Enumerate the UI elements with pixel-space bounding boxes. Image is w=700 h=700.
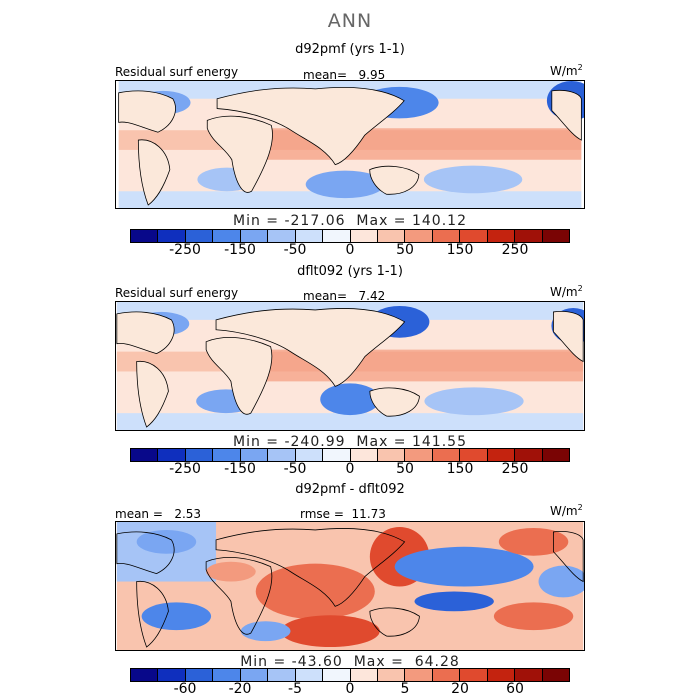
colorbar-swatch [185,230,214,242]
panel-2-min-max: Min = -240.99 Max = 141.55 [233,434,467,450]
colorbar-swatch [515,449,543,461]
colorbar-swatch [405,669,433,681]
panel-3-map-svg [116,522,584,650]
panel-2-tick-label: 50 [396,461,414,477]
panel-1-colorbar [130,229,570,243]
panel-2-tick-label: 150 [446,461,474,477]
colorbar-swatch [432,669,461,681]
panel-3-tick-label: 0 [345,681,355,697]
colorbar-swatch [268,449,296,461]
panel-3-title: d92pmf - dflt092 [295,482,405,497]
colorbar-swatch [405,449,433,461]
panel-2-map [115,301,585,431]
colorbar-swatch [131,669,159,681]
colorbar-swatch [542,669,569,681]
panel-3-tick-label: -5 [288,681,302,697]
panel-1-units: W/m2 [550,63,583,78]
panel-1-mean: mean= 9.95 [303,68,386,82]
colorbar-swatch [460,669,488,681]
colorbar-swatch [377,669,406,681]
colorbar-swatch [295,669,324,681]
panel-2-variable-label: Residual surf energy [115,286,239,300]
colorbar-swatch [158,449,186,461]
colorbar-swatch [240,449,269,461]
panel-3-tick-label: 5 [400,681,410,697]
panel-3-mean: mean = 2.53 [115,507,202,521]
panel-3-rmse: rmse = 11.73 [300,507,386,521]
panel-2-colorbar [130,448,570,462]
colorbar-swatch [213,230,241,242]
colorbar-swatch [377,449,406,461]
panel-3-colorbar [130,668,570,682]
panel-1-title: d92pmf (yrs 1-1) [295,42,405,57]
colorbar-swatch [323,669,351,681]
panel-3-min-max: Min = -43.60 Max = 64.28 [240,654,460,670]
colorbar-swatch [432,230,461,242]
colorbar-swatch [240,230,269,242]
colorbar-swatch [515,669,543,681]
colorbar-swatch [323,230,351,242]
panel-1-tick-label: 0 [345,242,355,258]
colorbar-swatch [542,230,569,242]
panel-3-tick-label: -60 [173,681,197,697]
panel-1-min-max: Min = -217.06 Max = 140.12 [233,213,467,229]
panel-3-tick-label: 20 [451,681,469,697]
colorbar-swatch [487,449,516,461]
panel-1-map-svg [118,81,584,208]
colorbar-swatch [487,669,516,681]
panel-1-variable-label: Residual surf energy [115,65,239,79]
panel-1-tick-label: -150 [224,242,256,258]
panel-2-units: W/m2 [550,284,583,299]
panel-2-tick-label: -50 [283,461,307,477]
colorbar-swatch [460,230,488,242]
colorbar-swatch [158,230,186,242]
panel-3-map [115,521,585,651]
panel-3-tick-label: 60 [506,681,524,697]
colorbar-swatch [405,230,433,242]
colorbar-swatch [542,449,569,461]
colorbar-swatch [487,230,516,242]
colorbar-swatch [131,449,159,461]
panel-1-tick-label: -250 [169,242,201,258]
panel-2-mean: mean= 7.42 [303,289,386,303]
panel-1-tick-label: -50 [283,242,307,258]
panel-2-tick-label: 250 [501,461,529,477]
colorbar-swatch [350,669,378,681]
panel-2-map-svg [116,302,584,430]
colorbar-swatch [213,669,241,681]
colorbar-swatch [240,669,269,681]
panel-2-tick-label: -250 [169,461,201,477]
plot-title: ANN [327,10,373,32]
colorbar-swatch [268,669,296,681]
colorbar-swatch [185,669,214,681]
colorbar-swatch [350,230,378,242]
colorbar-swatch [295,449,324,461]
colorbar-swatch [377,230,406,242]
colorbar-swatch [460,449,488,461]
colorbar-swatch [323,449,351,461]
colorbar-swatch [350,449,378,461]
panel-2-title: dflt092 (yrs 1-1) [297,264,403,279]
panel-3-tick-label: -20 [228,681,252,697]
colorbar-swatch [131,230,159,242]
panel-1-tick-label: 250 [501,242,529,258]
panel-1-tick-label: 150 [446,242,474,258]
colorbar-swatch [185,449,214,461]
colorbar-swatch [515,230,543,242]
colorbar-swatch [213,449,241,461]
panel-1-map [115,80,585,209]
colorbar-swatch [268,230,296,242]
colorbar-swatch [432,449,461,461]
colorbar-swatch [158,669,186,681]
panel-2-tick-label: 0 [345,461,355,477]
colorbar-swatch [295,230,324,242]
panel-1-tick-label: 50 [396,242,414,258]
panel-2-tick-label: -150 [224,461,256,477]
panel-3-units: W/m2 [550,503,583,518]
